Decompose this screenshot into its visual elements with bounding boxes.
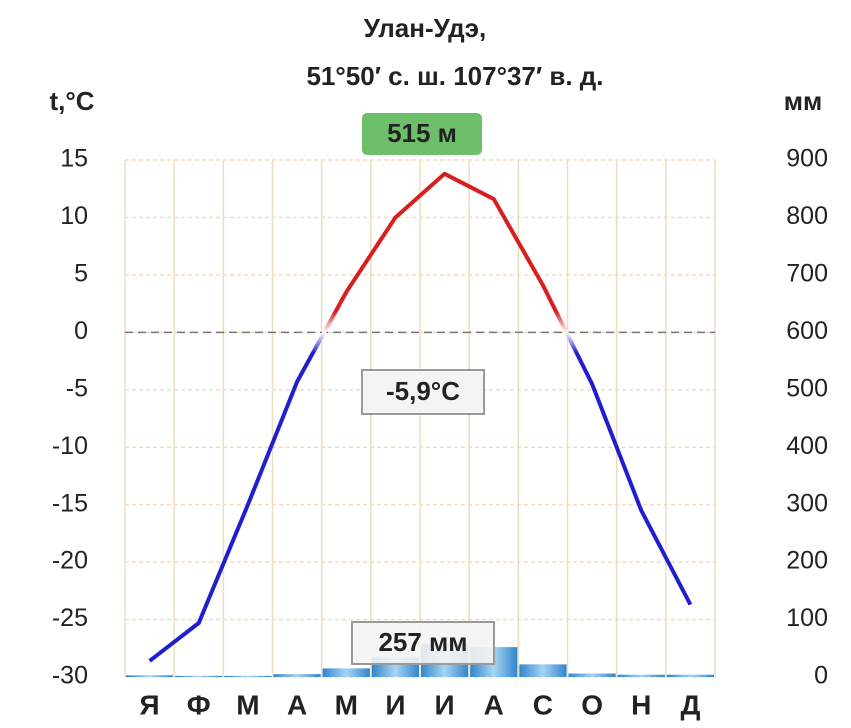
- x-tick-label: Ф: [187, 689, 211, 720]
- x-tick-label: А: [287, 689, 307, 720]
- y-tick-label: 0: [74, 317, 88, 345]
- precipitation-bar: [569, 674, 616, 677]
- x-tick-label: И: [435, 689, 455, 720]
- y2-tick-label: 400: [786, 432, 828, 460]
- annual-precipitation-label: 257 мм: [378, 627, 467, 657]
- precipitation-bar: [618, 675, 665, 677]
- y2-tick-label: 100: [786, 604, 828, 632]
- y-tick-label: 5: [74, 259, 88, 287]
- y2-tick-label: 900: [786, 145, 828, 173]
- y-tick-label: -30: [52, 662, 88, 690]
- precipitation-bar: [175, 676, 222, 677]
- y2-axis-label: мм: [784, 86, 822, 116]
- y-tick-label: -15: [52, 489, 88, 517]
- precipitation-bar: [667, 675, 714, 677]
- y-tick-label: -25: [52, 604, 88, 632]
- annual-temperature-label: -5,9°C: [386, 376, 460, 406]
- x-tick-label: А: [484, 689, 504, 720]
- y-tick-label: 10: [60, 202, 88, 230]
- y-tick-label: -5: [66, 374, 88, 402]
- x-tick-label: О: [581, 689, 603, 720]
- x-tick-label: С: [533, 689, 553, 720]
- y2-tick-label: 700: [786, 259, 828, 287]
- precipitation-bar: [323, 668, 370, 677]
- x-tick-label: М: [236, 689, 259, 720]
- y2-tick-label: 600: [786, 317, 828, 345]
- y-tick-label: -20: [52, 547, 88, 575]
- x-tick-label: Н: [631, 689, 651, 720]
- chart-subtitle: 51°50′ с. ш. 107°37′ в. д.: [306, 61, 603, 91]
- y2-tick-label: 200: [786, 547, 828, 575]
- y2-tick-label: 800: [786, 202, 828, 230]
- precipitation-bar: [224, 676, 271, 677]
- y2-tick-label: 300: [786, 489, 828, 517]
- y-axis-label: t,°C: [49, 86, 94, 116]
- x-tick-label: Я: [140, 689, 160, 720]
- x-tick-label: И: [385, 689, 405, 720]
- y2-tick-label: 0: [814, 662, 828, 690]
- x-tick-label: Д: [680, 689, 700, 720]
- chart-title: Улан-Удэ,: [364, 13, 487, 43]
- y2-tick-label: 500: [786, 374, 828, 402]
- background: [0, 0, 851, 728]
- precipitation-bar: [519, 664, 566, 677]
- y-tick-label: 15: [60, 145, 88, 173]
- x-tick-label: М: [335, 689, 358, 720]
- precipitation-bar: [274, 674, 321, 677]
- precipitation-bar: [126, 675, 173, 677]
- elevation-label: 515 м: [387, 118, 457, 148]
- chart: Улан-Удэ, 51°50′ с. ш. 107°37′ в. д. t,°…: [0, 0, 851, 728]
- y-tick-label: -10: [52, 432, 88, 460]
